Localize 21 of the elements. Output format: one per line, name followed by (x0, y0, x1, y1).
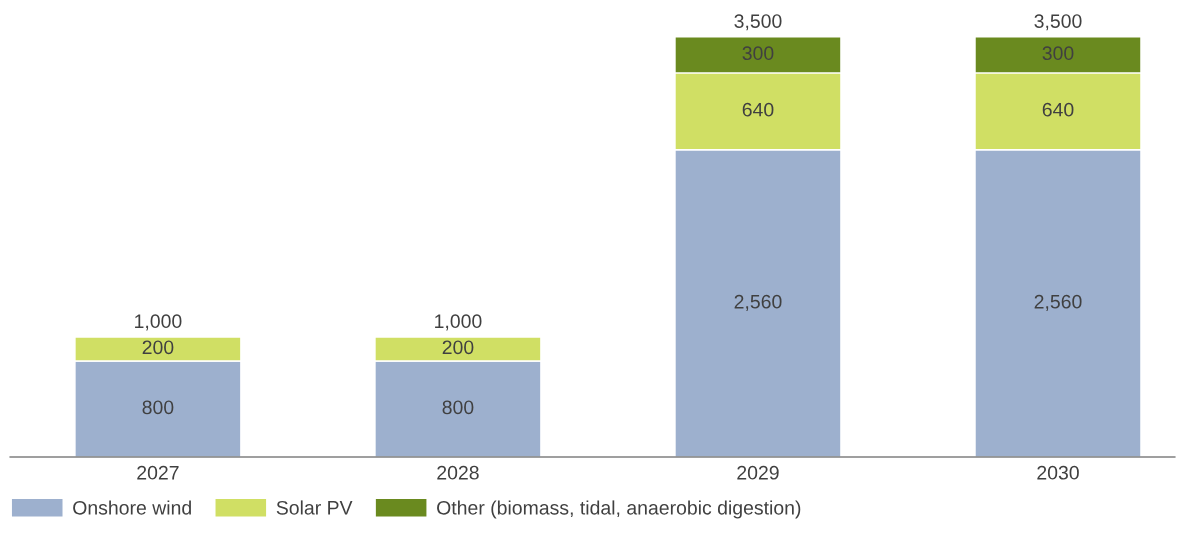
legend-label: Solar PV (276, 500, 353, 515)
total-label: 3,500 (1034, 14, 1082, 31)
data-label: 800 (442, 400, 474, 415)
data-label: 800 (142, 400, 174, 415)
x-tick-label: 2030 (1037, 465, 1079, 480)
data-label: 2,560 (734, 294, 782, 311)
total-label: 1,000 (135, 314, 182, 331)
data-label: 200 (142, 340, 174, 355)
data-label: 2,560 (1034, 294, 1082, 311)
data-label: 300 (1042, 46, 1074, 61)
data-label: 640 (1042, 102, 1074, 117)
data-label: 200 (442, 340, 474, 355)
x-tick-label: 2027 (137, 465, 179, 480)
total-label: 1,000 (435, 314, 482, 331)
data-label: 300 (742, 46, 774, 61)
data-label: 640 (742, 102, 774, 117)
total-label: 3,500 (734, 14, 782, 31)
legend-label: Onshore wind (73, 500, 191, 515)
x-tick-label: 2028 (437, 465, 479, 480)
x-tick-label: 2029 (737, 465, 779, 480)
legend-label: Other (biomass, tidal, anaerobic digestion) (437, 500, 801, 519)
